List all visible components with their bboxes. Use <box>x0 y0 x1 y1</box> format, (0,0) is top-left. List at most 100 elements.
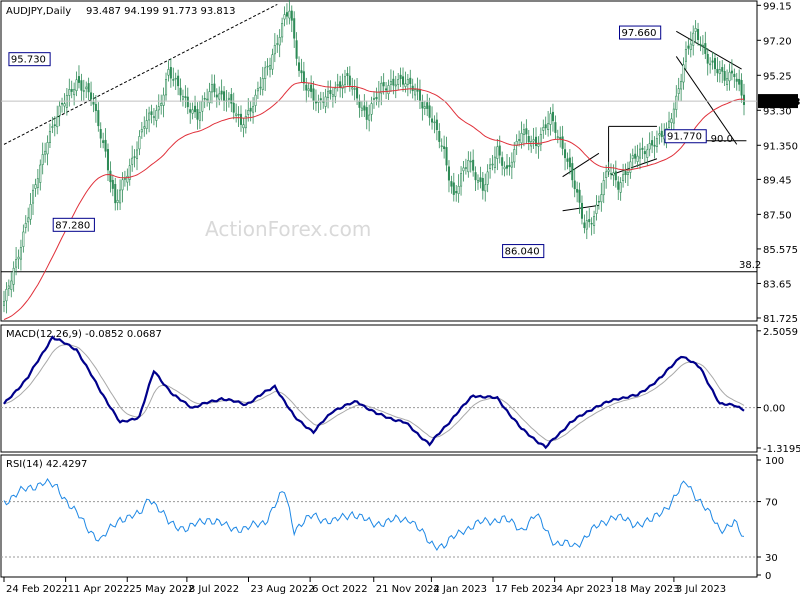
time-axis-label: 24 Feb 2022 <box>6 584 68 595</box>
candle-body <box>358 100 361 108</box>
candle-body <box>433 121 436 124</box>
candle-body <box>116 199 119 203</box>
candle-body <box>660 130 663 137</box>
candle-body <box>268 65 272 70</box>
candle-body <box>290 10 293 21</box>
candle-body <box>404 83 407 87</box>
candle-body <box>527 136 530 143</box>
candle-body <box>68 89 71 96</box>
candle-body <box>380 82 383 94</box>
time-axis-label: 11 Apr 2022 <box>68 584 130 595</box>
candle-body <box>41 154 44 165</box>
candle-body <box>203 98 206 100</box>
candle-body <box>491 163 494 166</box>
candle-body <box>590 222 593 225</box>
macd-axis-label: 2.5059 <box>763 327 798 338</box>
candle-body <box>46 142 49 155</box>
candle-body <box>646 149 649 158</box>
candle-body <box>561 136 564 149</box>
candle-body <box>82 90 85 92</box>
candle-body <box>307 88 310 92</box>
candle-body <box>675 95 678 110</box>
candle-body <box>392 78 395 86</box>
candle-body <box>104 139 107 152</box>
fibonacci-38-2-line: 38.2 <box>1 260 761 273</box>
candle-body <box>414 89 417 96</box>
candle-body <box>165 79 168 96</box>
candle-body <box>150 111 153 115</box>
candle-body <box>201 101 204 112</box>
candle-body <box>218 93 221 100</box>
candle-body <box>435 119 438 130</box>
candle-body <box>559 137 562 139</box>
candle-body <box>428 105 431 118</box>
candle-body <box>281 23 284 38</box>
candle-body <box>653 144 656 147</box>
annotation-label: 90.0 <box>711 134 733 145</box>
price-axis-label: 83.65 <box>763 279 792 290</box>
rsi-axis-label: 0 <box>765 571 771 582</box>
channel-line <box>610 158 658 176</box>
candle-body <box>15 259 18 268</box>
candle-body <box>583 222 586 228</box>
candle-body <box>464 167 467 169</box>
annotation-label: 95.730 <box>11 55 46 66</box>
candle-body <box>711 60 714 63</box>
candle-body <box>56 116 59 128</box>
macd-label: MACD(12,26,9) -0.0852 0.0687 <box>6 329 162 340</box>
candle-body <box>220 90 223 95</box>
candle-body <box>597 201 600 203</box>
candle-body <box>109 170 112 183</box>
candle-body <box>406 79 409 85</box>
candle-body <box>227 97 230 100</box>
candle-body <box>496 146 499 159</box>
candle-body <box>549 113 552 125</box>
candle-body <box>314 101 317 104</box>
candle-body <box>670 118 673 123</box>
candle-body <box>440 145 443 147</box>
candle-body <box>152 116 155 119</box>
candle-body <box>716 68 719 74</box>
candle-body <box>312 88 315 101</box>
candle-body <box>53 124 56 127</box>
last-price-value: 93.813 <box>762 97 800 108</box>
candle-body <box>128 165 131 180</box>
price-panel: ActionForex.com AUDJPY,Daily 93.487 94.1… <box>0 0 800 325</box>
candle-body <box>643 151 646 155</box>
candle-body <box>353 88 356 90</box>
candle-body <box>537 144 540 147</box>
candle-body <box>394 84 397 87</box>
candle-body <box>735 78 738 82</box>
candle-body <box>273 45 276 55</box>
candle-body <box>578 189 581 203</box>
candle-body <box>423 106 426 109</box>
candle-body <box>701 44 704 47</box>
candle-body <box>730 70 733 74</box>
candle-body <box>186 96 189 108</box>
candle-body <box>34 184 37 189</box>
candle-body <box>467 159 470 173</box>
candle-body <box>327 90 330 98</box>
candle-body <box>382 82 385 87</box>
candle-body <box>75 79 78 92</box>
trendlines <box>3 3 747 212</box>
channel-line <box>562 204 599 212</box>
candle-body <box>668 120 671 128</box>
candle-body <box>481 178 484 191</box>
rsi-axis-label: 30 <box>765 553 778 564</box>
candle-body <box>184 96 187 98</box>
candle-body <box>694 28 697 32</box>
candle-body <box>503 166 506 170</box>
candle-body <box>460 173 463 187</box>
candle-body <box>401 76 405 85</box>
candle-body <box>672 108 675 124</box>
candle-body <box>723 71 726 81</box>
candle-body <box>300 70 303 74</box>
time-axis-label: 21 Nov 2022 <box>376 584 440 595</box>
candle-body <box>36 178 39 188</box>
candle-body <box>12 267 15 285</box>
time-axis-label: 17 Feb 2023 <box>495 584 557 595</box>
candle-body <box>106 149 110 171</box>
candle-body <box>22 231 25 247</box>
candle-body <box>629 161 632 173</box>
